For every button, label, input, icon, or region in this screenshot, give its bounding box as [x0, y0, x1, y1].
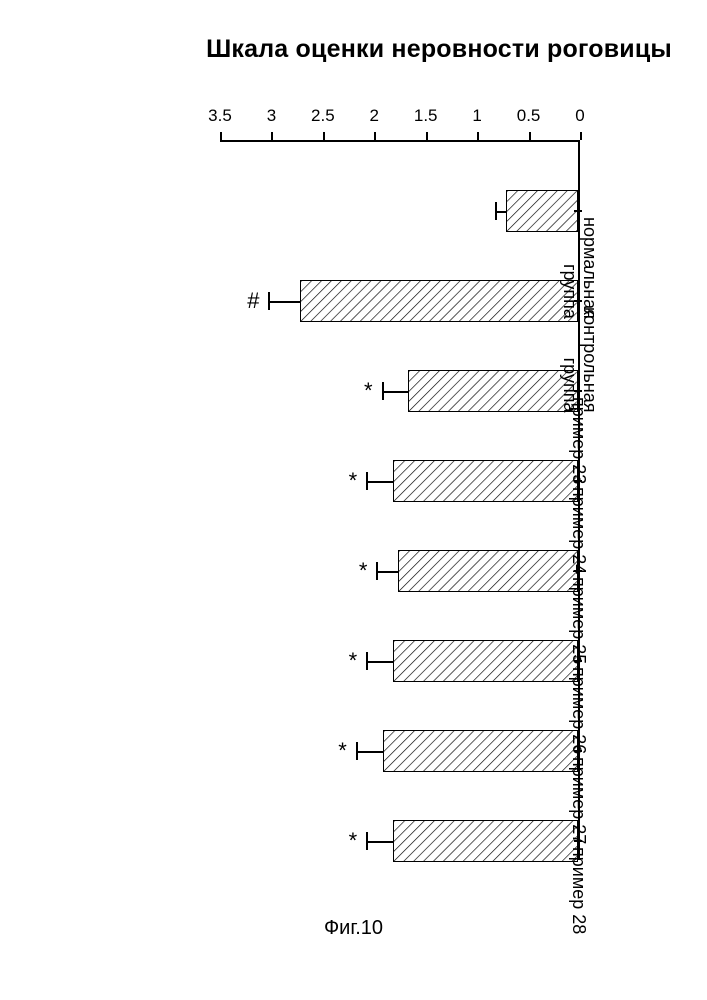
bar-row: *: [393, 820, 578, 862]
x-tick-label: 3: [267, 106, 276, 126]
significance-marker: *: [349, 828, 358, 854]
bar: [393, 640, 578, 682]
x-tick: [426, 132, 428, 140]
bar-row: *: [398, 550, 578, 592]
significance-marker: *: [338, 738, 347, 764]
error-cap: [366, 652, 368, 670]
figure-caption: Фиг.10: [324, 917, 383, 940]
x-tick-label: 1.5: [414, 106, 438, 126]
error-bar: [383, 391, 409, 393]
error-bar: [367, 661, 393, 663]
x-tick: [580, 132, 582, 140]
bar: [408, 370, 578, 412]
significance-marker: *: [349, 468, 358, 494]
x-tick: [271, 132, 273, 140]
bar: [300, 280, 578, 322]
x-tick: [374, 132, 376, 140]
category-label: пример 25: [569, 577, 589, 664]
x-tick-label: 0.5: [517, 106, 541, 126]
category-label: пример 27: [569, 757, 589, 844]
chart-area: 0 0.5 1 1.5 2 2.5 3 3.5 # * * * * * * нормальная груп…: [50, 80, 650, 860]
x-tick-label: 2: [370, 106, 379, 126]
error-bar: [269, 301, 300, 303]
category-tick: [574, 210, 582, 212]
category-label: пример 24: [569, 487, 589, 574]
bar: [398, 550, 578, 592]
error-cap: [495, 202, 497, 220]
x-tick-label: 2.5: [311, 106, 335, 126]
chart-title: Шкала оценки неровности роговицы: [206, 35, 672, 64]
error-bar: [367, 841, 393, 843]
significance-marker: *: [359, 558, 368, 584]
bar: [393, 820, 578, 862]
x-tick-label: 3.5: [208, 106, 232, 126]
bar: [393, 460, 578, 502]
bar-row: *: [408, 370, 578, 412]
category-label: пример 26: [569, 667, 589, 754]
x-tick: [529, 132, 531, 140]
error-bar: [367, 481, 393, 483]
error-cap: [366, 832, 368, 850]
category-label: пример 28: [569, 847, 589, 934]
bar-row: #: [300, 280, 578, 322]
bars-container: # * * * * * *: [220, 140, 578, 860]
bar-row: *: [383, 730, 578, 772]
error-cap: [382, 382, 384, 400]
bar-row: *: [393, 460, 578, 502]
error-cap: [366, 472, 368, 490]
error-cap: [356, 742, 358, 760]
error-cap: [268, 292, 270, 310]
error-cap: [376, 562, 378, 580]
category-label: пример 23: [569, 397, 589, 484]
x-tick: [323, 132, 325, 140]
error-bar: [377, 571, 398, 573]
bar: [383, 730, 578, 772]
x-tick-label: 1: [472, 106, 481, 126]
significance-marker: *: [364, 378, 373, 404]
bar-row: *: [393, 640, 578, 682]
significance-marker: *: [349, 648, 358, 674]
significance-marker: #: [247, 288, 259, 314]
error-bar: [496, 211, 506, 213]
error-bar: [357, 751, 383, 753]
x-tick: [220, 132, 222, 140]
plot-area: 00.511.522.533.5 #******: [220, 140, 580, 860]
x-tick: [477, 132, 479, 140]
category-label: нормальная группа: [560, 217, 600, 319]
x-tick-label: 0: [575, 106, 584, 126]
